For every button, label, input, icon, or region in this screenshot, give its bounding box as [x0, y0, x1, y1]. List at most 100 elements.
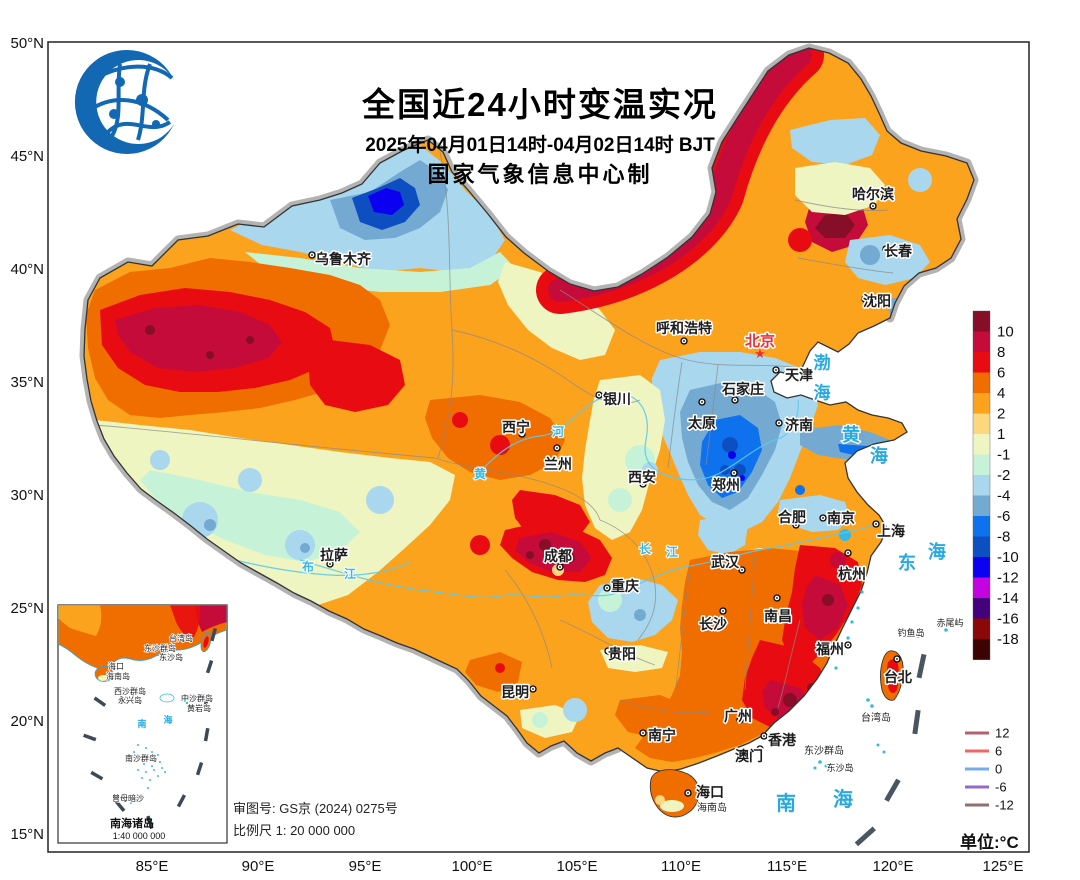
- latitude-tick-label: 25°N: [10, 600, 44, 617]
- inset-scale: 1:40 000 000: [113, 831, 166, 841]
- longitude-tick-label: 100°E: [451, 858, 492, 875]
- nine-dash-line-segments: [854, 653, 927, 847]
- colorbar-segment: [973, 331, 990, 353]
- city-dot-center: [606, 587, 608, 589]
- city-dot-center: [847, 552, 849, 554]
- city-dot-center: [521, 433, 523, 435]
- temperature-colorbar: 10 8 6 4 2 1 -1 -2 -4 -6 -8 -10 -12 -14 -16 -18: [972, 310, 1019, 660]
- colorbar-segment: [973, 516, 990, 537]
- city-label: 郑州: [712, 477, 740, 493]
- inset-sea-label: 海: [163, 714, 172, 725]
- longitude-tick-label: 95°E: [349, 858, 382, 875]
- city-label: 成都: [544, 548, 572, 564]
- colorbar-segment: [973, 311, 990, 332]
- map-notes: 审图号: GS京 (2024) 0275号 比例尺 1: 20 000 000: [233, 798, 398, 842]
- river-name-label: 河: [551, 424, 564, 439]
- city-label: 天津: [785, 367, 813, 383]
- city-label: 西宁: [502, 419, 530, 435]
- city-dot-center: [739, 719, 741, 721]
- cma-data-logo: [74, 50, 175, 154]
- city-dot-center: [722, 610, 724, 612]
- latitude-tick-label: 40°N: [10, 261, 44, 278]
- colorbar-tick-label: 10: [997, 324, 1014, 341]
- city-dot-center: [759, 748, 761, 750]
- latitude-tick-label: 30°N: [10, 487, 44, 504]
- city-dot-center: [311, 254, 313, 256]
- map-scale: 比例尺 1: 20 000 000: [233, 823, 356, 838]
- colorbar-tick-label: -6: [997, 508, 1010, 525]
- colorbar-tick-label: -16: [997, 611, 1019, 628]
- sea-name-label: 渤: [814, 353, 831, 373]
- inset-island-label: 西沙群岛: [114, 686, 146, 696]
- city-label: 合肥: [778, 509, 806, 525]
- city-label: 杭州: [838, 566, 866, 582]
- city-label-capital: 北京: [745, 332, 775, 350]
- hainan-island: [649, 769, 700, 818]
- city-dot-center: [795, 524, 797, 526]
- colorbar-tick-label: 8: [997, 344, 1005, 361]
- city-dot-center: [776, 597, 778, 599]
- city-label: 长沙: [699, 616, 727, 632]
- map-author: 国家气象信息中心制: [427, 162, 653, 187]
- island-name-label: 钓鱼岛: [897, 627, 924, 638]
- city-label: 沈阳: [863, 293, 891, 309]
- city-dot-center: [598, 394, 600, 396]
- city-dot-center: [642, 483, 644, 485]
- island-name-label: 东沙群岛: [804, 744, 844, 757]
- isoline-legend: 12 6 0 -6 -12: [965, 726, 1014, 813]
- city-label: 福州: [815, 641, 844, 657]
- city-dot-center: [775, 369, 777, 371]
- inset-island-label: 东沙群岛: [144, 643, 176, 653]
- city-dot-center: [642, 732, 644, 734]
- city-dot-center: [885, 248, 887, 250]
- colorbar-segment: [973, 352, 990, 373]
- colorbar-tick-label: -4: [997, 488, 1010, 505]
- inset-island-label: 海口: [108, 661, 124, 671]
- city-dot-center: [741, 569, 743, 571]
- inset-title: 南海诸岛: [110, 816, 154, 830]
- city-dot-center: [896, 658, 898, 660]
- city-dot-center: [701, 401, 703, 403]
- river-name-label: 长: [639, 541, 652, 556]
- colorbar-segment: [973, 639, 990, 660]
- longitude-tick-label: 90°E: [242, 858, 275, 875]
- unit-label: 单位:°C: [960, 832, 1019, 852]
- colorbar-segment: [973, 536, 990, 558]
- colorbar-segment: [973, 618, 990, 640]
- city-label: 香港: [767, 732, 797, 748]
- inset-island-label: 曾母暗沙: [112, 793, 144, 803]
- map-period: 2025年04月01日14时-04月02日14时 BJT: [365, 135, 715, 156]
- latitude-tick-label: 45°N: [10, 148, 44, 165]
- inset-sea-label: 南: [137, 718, 146, 729]
- city-label: 武汉: [711, 554, 740, 570]
- city-dot-center: [778, 422, 780, 424]
- isoline-legend-label: -6: [995, 780, 1007, 795]
- city-label: 南京: [827, 510, 855, 526]
- city-dot-center: [864, 298, 866, 300]
- colorbar-tick-label: -12: [997, 570, 1019, 587]
- city-dot-center: [687, 792, 689, 794]
- colorbar-segment: [973, 413, 990, 435]
- longitude-tick-label: 110°E: [661, 858, 701, 875]
- city-label: 银川: [603, 391, 631, 407]
- city-label: 澳门: [735, 748, 763, 764]
- colorbar-tick-label: 2: [997, 406, 1005, 423]
- city-dot-center: [559, 566, 561, 568]
- colorbar-segment: [973, 577, 990, 599]
- colorbar-tick-label: 4: [997, 385, 1005, 402]
- colorbar-segment: [973, 372, 990, 394]
- city-dot-center: [733, 472, 735, 474]
- city-dot-center: [556, 447, 558, 449]
- sea-name-label: 黄: [842, 424, 860, 445]
- city-dot-center: [734, 399, 736, 401]
- sea-name-label: 南: [776, 792, 796, 815]
- city-label: 太原: [688, 415, 716, 431]
- sea-name-label: 海: [814, 383, 831, 403]
- city-label: 贵阳: [608, 646, 636, 662]
- latitude-tick-label: 20°N: [10, 713, 44, 730]
- city-label: 拉萨: [320, 547, 348, 563]
- island-name-label: 赤尾屿: [936, 618, 963, 628]
- river-name-label: 黄: [474, 466, 486, 481]
